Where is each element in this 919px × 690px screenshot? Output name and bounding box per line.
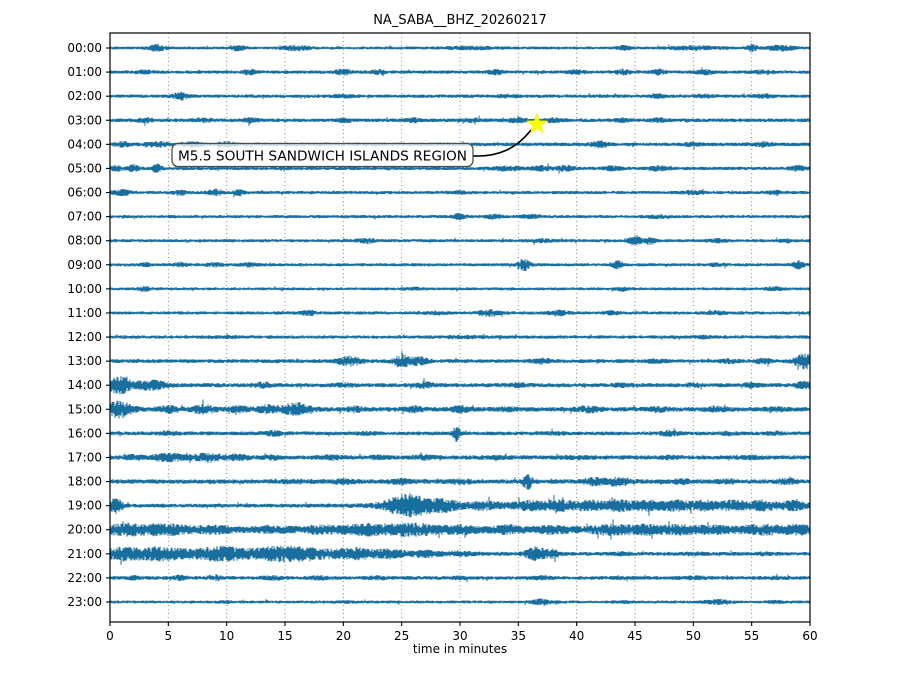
trace-row	[109, 598, 811, 606]
y-tick-label: 12:00	[67, 330, 102, 344]
y-tick-label: 16:00	[67, 426, 102, 440]
trace-row	[109, 376, 811, 395]
event-star-icon	[525, 112, 549, 134]
trace-row	[109, 309, 811, 317]
x-tick-label: 5	[165, 629, 173, 643]
x-tick-label: 40	[569, 629, 584, 643]
y-tick-label: 03:00	[67, 113, 102, 127]
y-tick-label: 20:00	[67, 523, 102, 537]
x-axis-label: time in minutes	[413, 642, 507, 656]
x-tick-label: 60	[802, 629, 817, 643]
plot-title: NA_SABA__BHZ_20260217	[373, 13, 547, 28]
trace-row	[109, 67, 811, 77]
y-tick-label: 09:00	[67, 258, 102, 272]
annotation-text: M5.5 SOUTH SANDWICH ISLANDS REGION	[178, 150, 467, 165]
y-tick-label: 08:00	[67, 234, 102, 248]
trace-row	[109, 235, 811, 246]
x-tick-label: 30	[452, 629, 467, 643]
x-tick-label: 50	[686, 629, 701, 643]
trace-row	[109, 115, 811, 126]
trace-row	[109, 473, 811, 490]
y-tick-label: 10:00	[67, 282, 102, 296]
trace-row	[109, 519, 811, 540]
trace-row	[109, 285, 811, 293]
annotation-arrow	[472, 129, 532, 157]
trace-row	[109, 43, 811, 53]
trace-row	[109, 213, 811, 221]
x-tick-label: 55	[744, 629, 759, 643]
x-tick-label: 15	[277, 629, 292, 643]
y-tick-label: 18:00	[67, 475, 102, 489]
y-tick-label: 07:00	[67, 210, 102, 224]
annotation-box	[171, 142, 474, 168]
x-tick-label: 35	[511, 629, 526, 643]
trace-row	[109, 399, 811, 419]
y-tick-label: 06:00	[67, 186, 102, 200]
trace-row	[109, 333, 811, 341]
y-tick-label: 00:00	[67, 41, 102, 55]
x-tick-label: 20	[336, 629, 351, 643]
y-tick-label: 14:00	[67, 378, 102, 392]
y-tick-label: 04:00	[67, 137, 102, 151]
trace-row	[109, 91, 811, 101]
y-axis-ticks: 00:00 01:00 02:00 03:00 04:00 05:00 06:00 07:00…	[67, 41, 110, 609]
x-tick-label: 10	[219, 629, 234, 643]
y-tick-label: 13:00	[67, 354, 102, 368]
y-tick-label: 19:00	[67, 499, 102, 513]
y-tick-label: 02:00	[67, 89, 102, 103]
y-tick-label: 05:00	[67, 161, 102, 175]
trace-row	[109, 573, 811, 583]
y-tick-label: 01:00	[67, 65, 102, 79]
y-tick-label: 15:00	[67, 402, 102, 416]
y-tick-label: 23:00	[67, 595, 102, 609]
x-tick-label: 0	[106, 629, 114, 643]
y-tick-label: 21:00	[67, 547, 102, 561]
x-tick-label: 45	[627, 629, 642, 643]
y-tick-label: 11:00	[67, 306, 102, 320]
x-tick-label: 25	[394, 629, 409, 643]
event-annotation: M5.5 SOUTH SANDWICH ISLANDS REGION	[171, 112, 549, 168]
y-tick-label: 22:00	[67, 571, 102, 585]
x-axis-ticks: 0 5 10 15 20 25 30 35 40 45 50 55 60	[106, 622, 818, 643]
y-tick-label: 17:00	[67, 450, 102, 464]
